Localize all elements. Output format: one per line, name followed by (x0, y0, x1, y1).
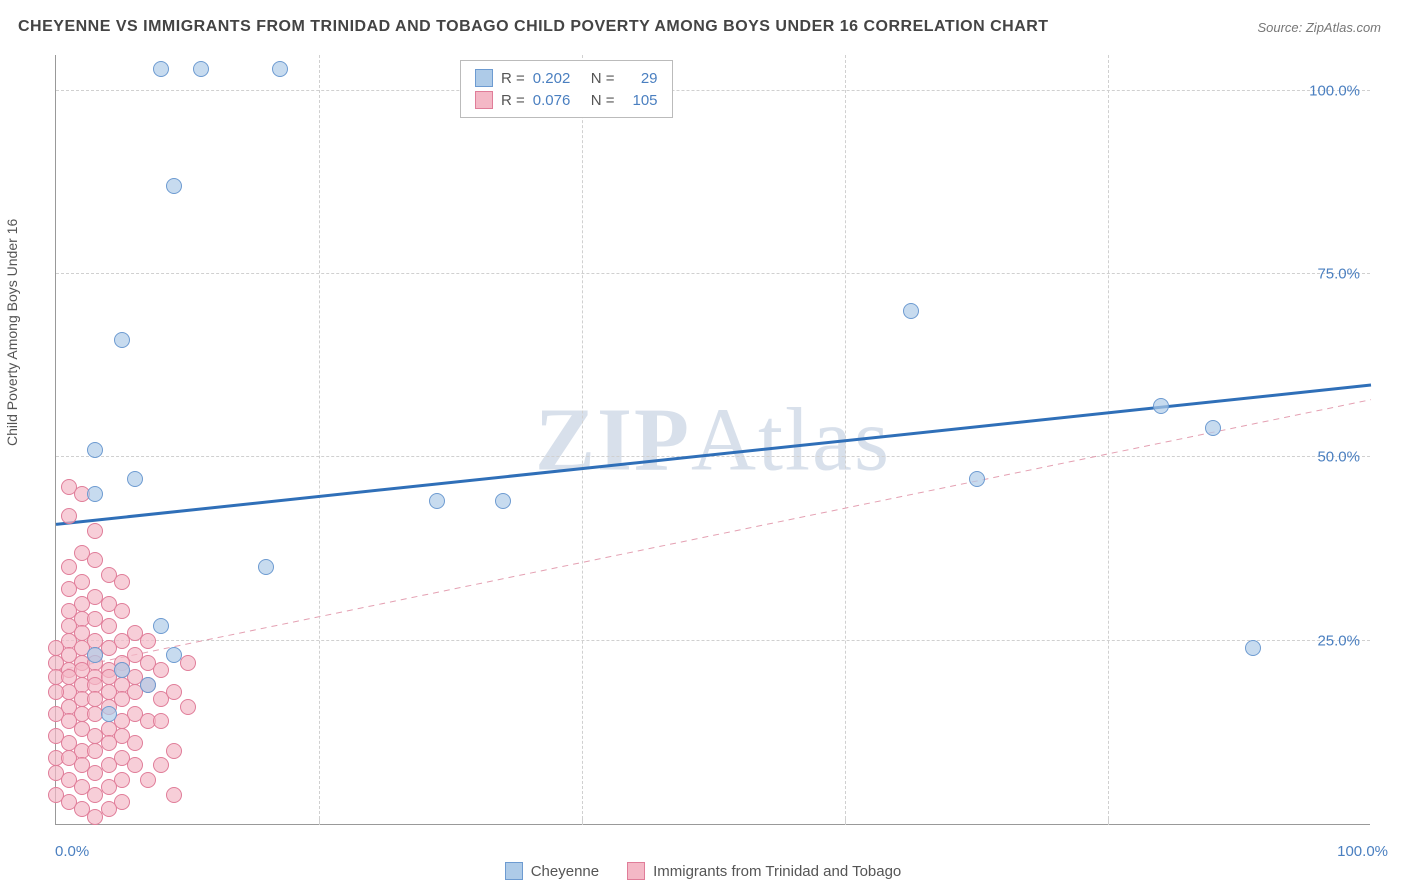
legend-swatch (505, 862, 523, 880)
data-point (61, 508, 77, 524)
data-point (429, 493, 445, 509)
r-label: R = (501, 92, 525, 109)
data-point (1205, 420, 1221, 436)
x-tick-label: 100.0% (1337, 843, 1388, 860)
data-point (1245, 640, 1261, 656)
legend-row: R = 0.076 N = 105 (475, 89, 658, 111)
data-point (495, 493, 511, 509)
data-point (166, 178, 182, 194)
data-point (153, 618, 169, 634)
data-point (140, 677, 156, 693)
legend-swatch (475, 69, 493, 87)
n-value: 29 (623, 70, 658, 87)
data-point (87, 787, 103, 803)
correlation-legend: R = 0.202 N = 29 R = 0.076 N = 105 (460, 60, 673, 118)
data-point (87, 743, 103, 759)
data-point (87, 523, 103, 539)
data-point (87, 552, 103, 568)
data-point (193, 61, 209, 77)
r-value: 0.076 (533, 92, 583, 109)
n-label: N = (591, 70, 615, 87)
r-value: 0.202 (533, 70, 583, 87)
source-label: Source: ZipAtlas.com (1257, 20, 1381, 35)
legend-swatch (475, 91, 493, 109)
data-point (101, 618, 117, 634)
data-point (903, 303, 919, 319)
data-point (166, 787, 182, 803)
data-point (166, 647, 182, 663)
data-point (114, 332, 130, 348)
y-axis-label: Child Poverty Among Boys Under 16 (4, 219, 20, 446)
data-point (61, 581, 77, 597)
trend-lines (56, 55, 1371, 825)
data-point (1153, 398, 1169, 414)
data-point (140, 633, 156, 649)
data-point (127, 471, 143, 487)
data-point (87, 809, 103, 825)
data-point (140, 772, 156, 788)
data-point (114, 603, 130, 619)
data-point (153, 662, 169, 678)
trend-line (56, 385, 1371, 524)
legend-row: R = 0.202 N = 29 (475, 67, 658, 89)
data-point (153, 757, 169, 773)
data-point (127, 757, 143, 773)
legend-label: Cheyenne (531, 863, 599, 880)
series-legend: Cheyenne Immigrants from Trinidad and Tob… (0, 862, 1406, 880)
data-point (87, 442, 103, 458)
data-point (127, 735, 143, 751)
data-point (87, 765, 103, 781)
trend-line (56, 400, 1371, 671)
data-point (180, 699, 196, 715)
n-value: 105 (623, 92, 658, 109)
data-point (153, 713, 169, 729)
data-point (61, 559, 77, 575)
data-point (166, 743, 182, 759)
data-point (166, 684, 182, 700)
data-point (87, 486, 103, 502)
plot-area: ZIPAtlas 25.0%50.0%75.0%100.0% (55, 55, 1370, 825)
legend-swatch (627, 862, 645, 880)
data-point (101, 706, 117, 722)
data-point (87, 647, 103, 663)
legend-label: Immigrants from Trinidad and Tobago (653, 863, 901, 880)
r-label: R = (501, 70, 525, 87)
data-point (114, 662, 130, 678)
data-point (969, 471, 985, 487)
data-point (272, 61, 288, 77)
n-label: N = (591, 92, 615, 109)
data-point (258, 559, 274, 575)
chart-title: CHEYENNE VS IMMIGRANTS FROM TRINIDAD AND… (18, 18, 1049, 36)
x-tick-label: 0.0% (55, 843, 89, 860)
legend-item: Immigrants from Trinidad and Tobago (627, 862, 901, 880)
legend-item: Cheyenne (505, 862, 599, 880)
data-point (153, 61, 169, 77)
data-point (114, 574, 130, 590)
data-point (48, 684, 64, 700)
